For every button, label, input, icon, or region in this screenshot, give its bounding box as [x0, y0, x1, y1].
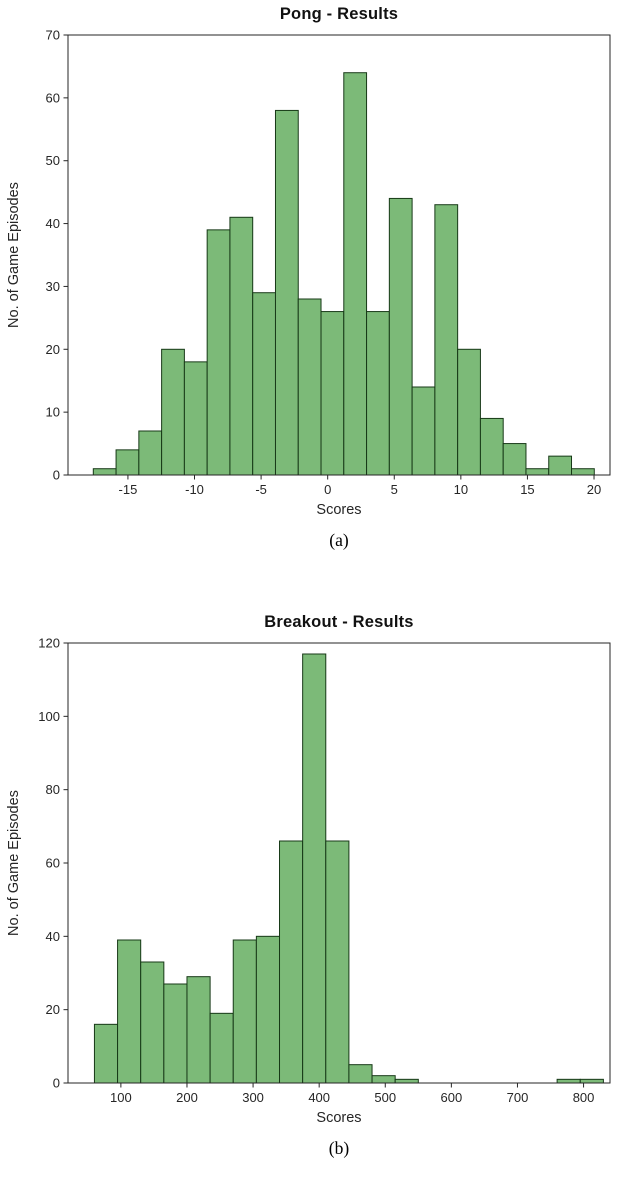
pong-x-axis-label: Scores [316, 502, 362, 518]
figure-b-breakout: Breakout - Results No. of Game Episodes … [0, 550, 640, 1158]
x-tick-label: 100 [110, 1090, 132, 1105]
histogram-bar [434, 204, 459, 476]
histogram-bar [186, 976, 211, 1084]
subfigure-caption-b: (b) [328, 1138, 350, 1158]
y-tick-label: 40 [46, 216, 60, 231]
y-tick-label: 100 [38, 709, 60, 724]
x-tick-label: 800 [573, 1090, 595, 1105]
breakout-x-axis-label: Scores [316, 1110, 362, 1126]
histogram-bar [229, 216, 254, 476]
y-tick-label: 10 [46, 405, 60, 420]
y-tick-label: 60 [46, 856, 60, 871]
histogram-bar [161, 348, 185, 476]
breakout-y-axis-label-column: No. of Game Episodes [2, 635, 26, 1107]
x-tick-label: -5 [255, 482, 267, 497]
histogram-bar [255, 935, 281, 1084]
histogram-bar [92, 468, 117, 476]
x-tick-label: 5 [391, 482, 398, 497]
histogram-bar [394, 1078, 419, 1084]
histogram-bar [548, 455, 573, 476]
histogram-bar [163, 983, 188, 1084]
y-tick-label: 70 [46, 28, 60, 43]
plot-box [67, 34, 611, 476]
x-tick-label: 300 [242, 1090, 264, 1105]
histogram-bar [502, 443, 527, 476]
histogram-bar [115, 449, 140, 476]
histogram-bar [479, 417, 504, 476]
y-tick-label: 80 [46, 782, 60, 797]
histogram-bar [411, 386, 436, 476]
y-tick-label: 40 [46, 929, 60, 944]
histogram-bar [371, 1075, 396, 1084]
pong-chart-title: Pong - Results [279, 5, 399, 23]
x-tick-label: 200 [176, 1090, 198, 1105]
histogram-bar [525, 468, 550, 476]
histogram-bar [579, 1078, 604, 1084]
y-tick-label: 60 [46, 90, 60, 105]
pong-histogram-plot: -15 -10 -5 0 5 10 15 20 0 10 20 30 40 50 60 70 [46, 28, 611, 497]
x-tick-label: 600 [441, 1090, 463, 1105]
breakout-histogram-plot: 100 200 300 400 500 600 700 800 0 20 40 60 80 100 120 [38, 636, 611, 1105]
histogram-bar [297, 298, 322, 476]
x-tick-label: 10 [454, 482, 468, 497]
x-tick-label: 0 [324, 482, 331, 497]
x-tick-label: 700 [507, 1090, 529, 1105]
histogram-bar [366, 311, 390, 476]
pong-y-axis-label-column: No. of Game Episodes [2, 27, 26, 499]
x-tick-label: -15 [119, 482, 138, 497]
breakout-chart-body: No. of Game Episodes 100 200 300 400 500 600 7… [2, 635, 640, 1107]
histogram-bar [325, 840, 350, 1084]
histogram-bar [274, 109, 299, 476]
pong-chart-body: No. of Game Episodes -15 -10 -5 0 5 10 15 20 0 10… [2, 27, 640, 499]
y-tick-label: 50 [46, 153, 60, 168]
histogram-bar [457, 348, 481, 476]
x-tick-label: 15 [520, 482, 534, 497]
pong-y-axis-label: No. of Game Episodes [6, 182, 22, 328]
breakout-chart-title: Breakout - Results [264, 613, 414, 631]
figure-a-pong: Pong - Results No. of Game Episodes -15-… [0, 0, 640, 550]
breakout-y-axis-label: No. of Game Episodes [6, 790, 22, 936]
x-tick-label: -10 [185, 482, 204, 497]
histogram-bar [140, 961, 165, 1084]
y-tick-label: 0 [53, 468, 60, 483]
histogram-bar [252, 292, 276, 476]
y-tick-label: 0 [53, 1076, 60, 1091]
y-tick-label: 30 [46, 279, 60, 294]
x-tick-label: 20 [587, 482, 601, 497]
y-tick-label: 20 [46, 1002, 60, 1017]
x-tick-label: 500 [374, 1090, 396, 1105]
histogram-bar [183, 361, 208, 476]
histogram-bar [232, 939, 257, 1084]
histogram-bar [206, 229, 231, 476]
histogram-bar [320, 311, 345, 476]
histogram-bar [209, 1012, 234, 1084]
y-tick-label: 20 [46, 342, 60, 357]
histogram-bar [343, 72, 368, 476]
histogram-bar [556, 1078, 581, 1084]
histogram-bar [388, 197, 413, 476]
histogram-bar [571, 468, 595, 476]
subfigure-caption-a: (a) [329, 530, 349, 550]
histogram-bar [93, 1023, 119, 1084]
histogram-bar [279, 840, 304, 1084]
histogram-bar [117, 939, 142, 1084]
y-tick-label: 120 [38, 636, 60, 651]
histogram-bar [302, 653, 327, 1084]
histogram-bar [348, 1064, 373, 1084]
x-tick-label: 400 [308, 1090, 330, 1105]
histogram-bar [138, 430, 163, 476]
